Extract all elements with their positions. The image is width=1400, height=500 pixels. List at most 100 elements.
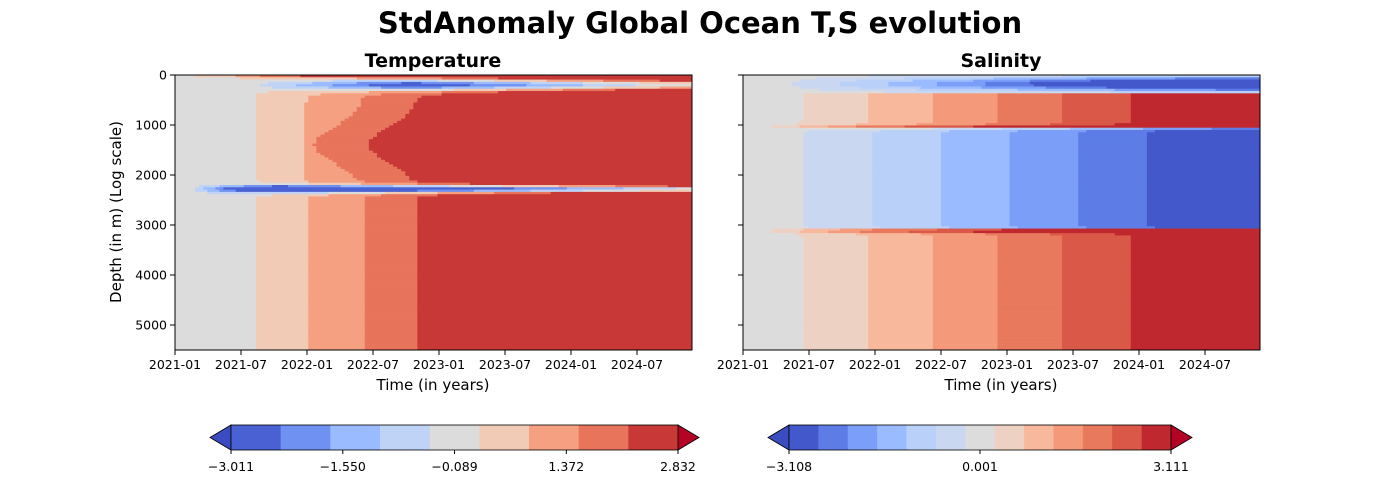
contour-cell <box>1062 343 1132 346</box>
contour-cell <box>255 93 321 97</box>
contour-cell <box>175 262 257 266</box>
contour-cell <box>409 178 693 181</box>
contour-cell <box>932 253 998 257</box>
temperature-colorbar: −3.011 −1.550 −0.089 1.372 2.832 <box>208 424 700 474</box>
contour-cell <box>417 210 693 213</box>
contour-cell <box>940 168 1010 172</box>
contour-cell <box>175 150 257 154</box>
contour-cell <box>348 116 406 119</box>
contour-cell <box>659 86 693 90</box>
contour-cell <box>743 111 804 115</box>
contour-cell <box>868 244 934 248</box>
contour-cell <box>437 79 495 83</box>
colorbar-segment <box>789 425 819 450</box>
contour-cell <box>255 274 309 278</box>
contour-cell <box>997 333 1063 337</box>
contour-cell <box>437 194 693 197</box>
contour-cell <box>175 299 257 303</box>
contour-cell <box>868 260 934 264</box>
contour-cell <box>1130 281 1261 284</box>
contour-cell <box>936 84 986 87</box>
contour-cell <box>255 313 309 317</box>
contour-cell <box>255 219 309 223</box>
contour-cell <box>803 258 869 262</box>
contour-cell <box>743 127 934 131</box>
contour-cell <box>803 194 873 197</box>
contour-cell <box>364 290 418 294</box>
contour-cell <box>743 249 804 252</box>
contour-cell <box>1062 111 1132 115</box>
contour-cell <box>526 84 584 87</box>
contour-cell <box>803 297 869 300</box>
contour-cell <box>932 244 998 248</box>
contour-cell <box>255 171 305 174</box>
contour-cell <box>417 262 693 266</box>
contour-cell <box>175 171 257 174</box>
contour-cell <box>803 317 869 321</box>
contour-cell <box>324 132 378 135</box>
contour-cell <box>1130 327 1261 330</box>
contour-cell <box>304 136 317 140</box>
contour-cell <box>417 347 693 351</box>
contour-cell <box>255 249 309 252</box>
x-tick-label: 2024-01 <box>1113 357 1165 372</box>
contour-cell <box>271 185 289 188</box>
contour-cell <box>514 187 568 190</box>
contour-cell <box>312 143 370 147</box>
contour-cell <box>940 196 1010 200</box>
contour-cell <box>409 175 693 179</box>
contour-cell <box>175 191 208 195</box>
contour-cell <box>1062 336 1132 339</box>
contour-cell <box>743 235 800 239</box>
contour-cell <box>364 324 418 328</box>
contour-cell <box>417 274 693 278</box>
contour-cell <box>1078 203 1148 207</box>
contour-cell <box>320 93 382 97</box>
contour-cell <box>364 230 418 234</box>
contour-cell <box>997 308 1063 312</box>
contour-cell <box>803 196 873 200</box>
contour-cell <box>364 269 418 273</box>
contour-cell <box>1062 331 1132 335</box>
contour-cell <box>255 164 305 168</box>
contour-cell <box>364 180 418 184</box>
contour-cell <box>308 311 366 314</box>
contour-cell <box>255 214 309 218</box>
contour-cell <box>743 317 804 321</box>
contour-cell <box>743 272 804 275</box>
contour-cell <box>1130 340 1261 344</box>
contour-cell <box>320 152 378 156</box>
contour-cell <box>175 132 257 135</box>
contour-cell <box>175 141 257 145</box>
contour-cell <box>304 139 317 142</box>
contour-cell <box>308 244 366 248</box>
contour-cell <box>803 322 869 326</box>
contour-cell <box>1009 196 1079 200</box>
contour-cell <box>1146 175 1261 179</box>
contour-cell <box>255 267 309 271</box>
contour-cell <box>1078 214 1148 218</box>
contour-cell <box>973 230 1261 234</box>
contour-cell <box>743 304 804 307</box>
contour-cell <box>364 304 418 307</box>
contour-cell <box>417 244 693 248</box>
contour-cell <box>1062 102 1132 106</box>
contour-cell <box>743 301 804 305</box>
contour-cell <box>1045 86 1107 90</box>
contour-cell <box>872 187 942 190</box>
contour-cell <box>932 345 998 349</box>
contour-cell <box>304 171 350 174</box>
contour-cell <box>932 95 998 99</box>
contour-cell <box>997 313 1063 317</box>
contour-cell <box>175 251 257 255</box>
contour-cell <box>582 189 640 193</box>
contour-cell <box>304 157 329 161</box>
contour-cell <box>868 345 934 349</box>
contour-cell <box>308 327 366 330</box>
contour-cell <box>364 311 418 314</box>
contour-cell <box>364 256 418 259</box>
contour-cell <box>799 125 829 129</box>
contour-cell <box>916 88 1019 92</box>
contour-cell <box>1130 260 1261 264</box>
contour-cell <box>872 136 942 140</box>
